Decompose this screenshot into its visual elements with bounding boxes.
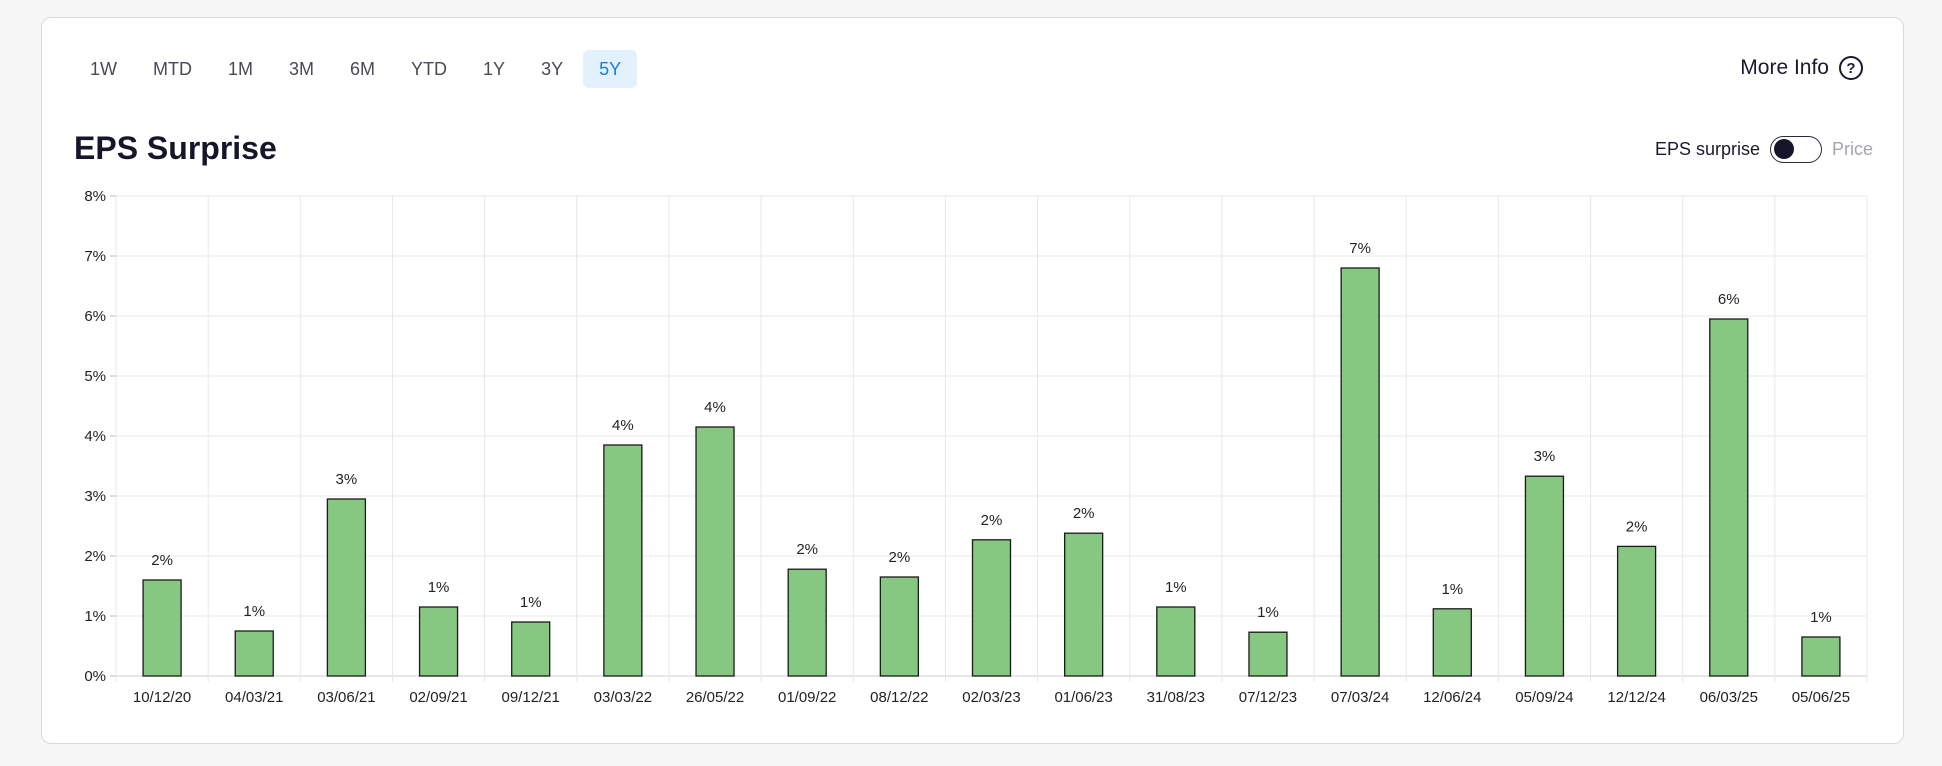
chart-title: EPS Surprise [74, 130, 277, 166]
x-tick-label: 06/03/25 [1700, 689, 1758, 706]
bar-07-03-24 [1340, 267, 1380, 677]
x-tick-label: 07/12/23 [1239, 689, 1297, 706]
y-tick-label: 5% [84, 368, 106, 385]
bar-data-label: 1% [1257, 604, 1279, 621]
range-tab-mtd[interactable]: MTD [153, 58, 192, 79]
bar-data-label: 2% [888, 549, 910, 566]
bar-data-label: 3% [1534, 448, 1556, 465]
bar-data-label: 7% [1349, 240, 1371, 257]
x-tick-label: 01/09/22 [778, 689, 836, 706]
y-tick-label: 2% [84, 548, 106, 565]
bar-26-05-22 [695, 426, 735, 677]
y-tick-label: 3% [84, 488, 106, 505]
x-tick-label: 10/12/20 [133, 689, 191, 706]
bar-data-label: 1% [243, 603, 265, 620]
range-tab-1w[interactable]: 1W [90, 58, 117, 79]
bar-03-06-21 [326, 498, 367, 677]
bar-08-12-22 [879, 576, 919, 677]
bar-12-12-24 [1616, 545, 1657, 677]
eps-price-toggle[interactable] [1769, 136, 1822, 163]
x-tick-label: 05/09/24 [1515, 689, 1573, 706]
y-tick-label: 8% [84, 188, 106, 205]
bar-data-label: 2% [796, 541, 818, 558]
x-tick-label: 02/03/23 [962, 689, 1020, 706]
x-tick-label: 03/03/22 [594, 689, 652, 706]
x-tick-label: 09/12/21 [502, 689, 560, 706]
y-tick-label: 6% [84, 308, 106, 325]
range-tab-1m[interactable]: 1M [228, 58, 254, 79]
bar-01-09-22 [787, 568, 827, 677]
range-tab-ytd[interactable]: YTD [411, 58, 448, 79]
help-icon: ? [1839, 56, 1863, 80]
x-tick-label: 12/06/24 [1423, 689, 1481, 706]
eps-price-toggle-group: EPS surprise Price [1655, 136, 1873, 163]
bar-05-09-24 [1524, 475, 1565, 677]
range-tab-3m[interactable]: 3M [289, 58, 315, 79]
bar-data-label: 1% [1810, 609, 1832, 626]
toggle-label-eps-surprise: EPS surprise [1654, 139, 1760, 159]
x-tick-label: 12/12/24 [1607, 689, 1665, 706]
x-tick-label: 02/09/21 [409, 689, 467, 706]
x-tick-label: 01/06/23 [1054, 689, 1112, 706]
bar-data-label: 2% [151, 552, 173, 569]
y-tick-label: 0% [84, 668, 106, 685]
bar-10-12-20 [142, 579, 182, 677]
x-tick-label: 07/03/24 [1331, 689, 1389, 706]
bar-09-12-21 [511, 621, 551, 677]
bar-data-label: 2% [1073, 505, 1095, 522]
bar-12-06-24 [1432, 608, 1472, 677]
bar-06-03-25 [1709, 318, 1749, 677]
range-tab-6m[interactable]: 6M [350, 58, 376, 79]
toggle-label-price: Price [1831, 139, 1873, 159]
bar-data-label: 1% [1165, 579, 1187, 596]
y-tick-label: 7% [84, 248, 106, 265]
bar-data-label: 4% [704, 399, 726, 416]
bar-07-12-23 [1248, 631, 1288, 677]
x-tick-label: 31/08/23 [1147, 689, 1205, 706]
bar-01-06-23 [1064, 532, 1104, 677]
range-tab-1y[interactable]: 1Y [483, 58, 506, 79]
bar-data-label: 1% [520, 594, 542, 611]
range-tab-5y[interactable]: 5Y [583, 50, 638, 88]
bar-data-label: 2% [1626, 518, 1648, 535]
more-info-label: More Info [1740, 56, 1829, 79]
bar-data-label: 6% [1718, 291, 1740, 308]
toggle-knob [1773, 139, 1794, 159]
bar-data-label: 1% [428, 579, 450, 596]
bar-04-03-21 [234, 630, 274, 677]
range-tab-3y[interactable]: 3Y [541, 58, 564, 79]
x-tick-label: 03/06/21 [317, 689, 375, 706]
bar-02-09-21 [418, 606, 459, 677]
bar-05-06-25 [1801, 636, 1841, 677]
y-tick-label: 4% [84, 428, 106, 445]
bar-31-08-23 [1156, 606, 1196, 677]
range-tabs: 1W MTD 1M 3M 6M YTD 1Y 3Y 5Y [74, 50, 641, 88]
bar-02-03-23 [971, 539, 1012, 677]
x-tick-label: 05/06/25 [1792, 689, 1850, 706]
y-tick-label: 1% [84, 608, 106, 625]
x-tick-label: 26/05/22 [686, 689, 744, 706]
bar-data-label: 4% [612, 417, 634, 434]
bar-data-label: 3% [336, 471, 358, 488]
bar-data-label: 2% [981, 512, 1003, 529]
bar-03-03-22 [603, 444, 643, 677]
more-info-button[interactable]: More Info ? [1740, 56, 1863, 80]
x-tick-label: 04/03/21 [225, 689, 283, 706]
bar-data-label: 1% [1441, 581, 1463, 598]
x-tick-label: 08/12/22 [870, 689, 928, 706]
